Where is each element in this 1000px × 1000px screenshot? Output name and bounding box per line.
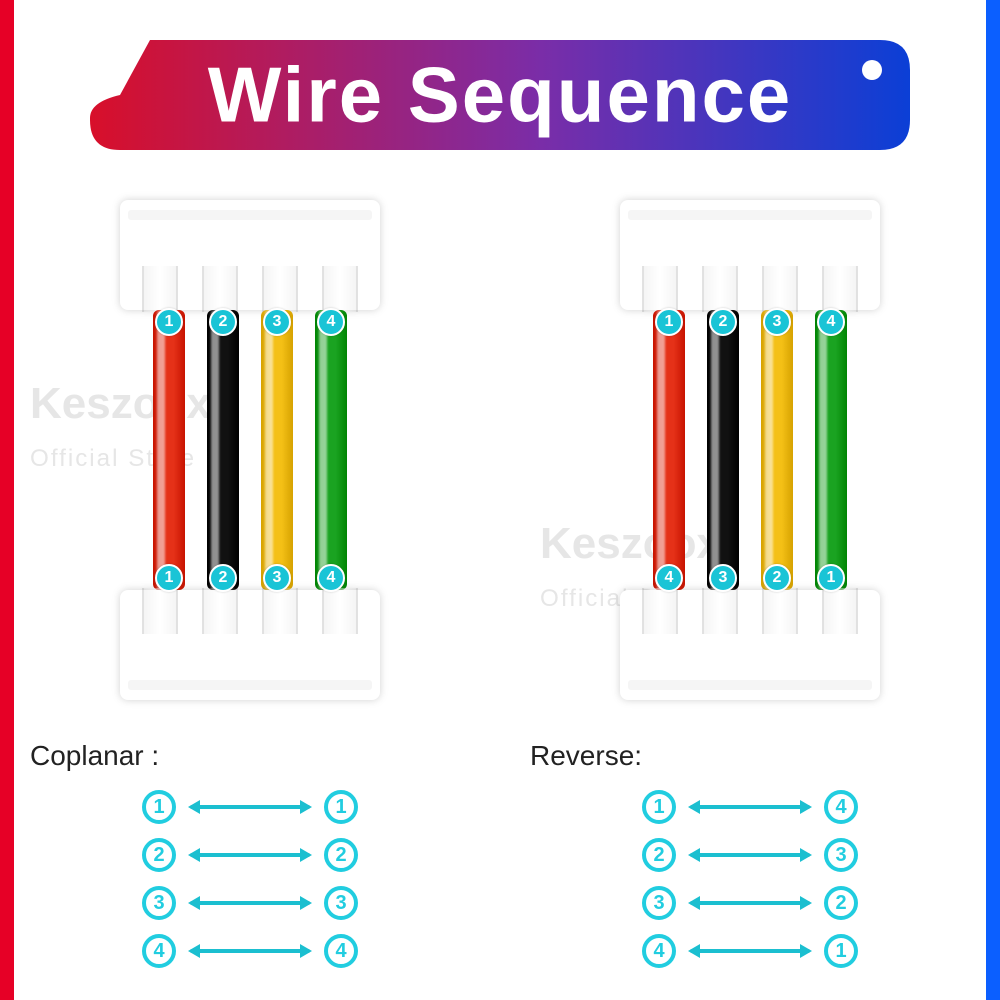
mapping-number: 4: [824, 790, 858, 824]
pin-badge: 1: [155, 308, 183, 336]
pin-badge: 1: [817, 564, 845, 592]
mapping-number: 1: [142, 790, 176, 824]
mapping-arrow: [690, 805, 810, 809]
mapping-row: 14: [642, 790, 858, 824]
wire: [653, 310, 685, 590]
sequence-label: Reverse:: [530, 740, 642, 772]
wire: [707, 310, 739, 590]
pin-row-bottom: 1234: [120, 564, 380, 592]
wire-bundle: 12344321: [620, 310, 880, 590]
mapping-arrow: [690, 949, 810, 953]
mapping-row: 11: [142, 790, 358, 824]
mapping-row: 23: [642, 838, 858, 872]
stage: Keszoox® Official Store 12341234Coplanar…: [0, 200, 1000, 1000]
mapping-arrow: [190, 805, 310, 809]
column-coplanar: Keszoox® Official Store 12341234Coplanar…: [0, 200, 500, 1000]
mapping-table: 14233241: [642, 790, 858, 968]
mapping-number: 3: [642, 886, 676, 920]
mapping-number: 2: [142, 838, 176, 872]
connector-housing-bottom: [620, 590, 880, 700]
mapping-number: 4: [324, 934, 358, 968]
wire: [761, 310, 793, 590]
pin-badge: 2: [709, 308, 737, 336]
mapping-arrow: [190, 949, 310, 953]
wire: [261, 310, 293, 590]
mapping-number: 1: [324, 790, 358, 824]
pin-badge: 2: [763, 564, 791, 592]
connector-assembly: 12344321: [620, 200, 880, 700]
mapping-table: 11223344: [142, 790, 358, 968]
mapping-number: 1: [642, 790, 676, 824]
pin-badge: 4: [817, 308, 845, 336]
mapping-number: 3: [142, 886, 176, 920]
pin-row-top: 1234: [120, 308, 380, 336]
pin-badge: 1: [155, 564, 183, 592]
mapping-number: 2: [824, 886, 858, 920]
pin-badge: 3: [263, 308, 291, 336]
mapping-number: 3: [824, 838, 858, 872]
pin-badge: 3: [763, 308, 791, 336]
connector-assembly: 12341234: [120, 200, 380, 700]
pin-badge: 3: [263, 564, 291, 592]
mapping-arrow: [690, 901, 810, 905]
banner-title: Wire Sequence: [208, 50, 793, 141]
pin-badge: 4: [317, 564, 345, 592]
mapping-number: 2: [324, 838, 358, 872]
pin-badge: 2: [209, 564, 237, 592]
mapping-row: 32: [642, 886, 858, 920]
pin-badge: 2: [209, 308, 237, 336]
mapping-row: 33: [142, 886, 358, 920]
banner-dot: [862, 60, 882, 80]
wire: [207, 310, 239, 590]
mapping-number: 4: [142, 934, 176, 968]
wire: [815, 310, 847, 590]
pin-row-top: 1234: [620, 308, 880, 336]
mapping-number: 2: [642, 838, 676, 872]
mapping-arrow: [190, 901, 310, 905]
pin-badge: 3: [709, 564, 737, 592]
mapping-number: 3: [324, 886, 358, 920]
pin-row-bottom: 4321: [620, 564, 880, 592]
connector-housing-top: [620, 200, 880, 310]
mapping-row: 22: [142, 838, 358, 872]
wire: [315, 310, 347, 590]
mapping-row: 41: [642, 934, 858, 968]
connector-housing-bottom: [120, 590, 380, 700]
pin-badge: 1: [655, 308, 683, 336]
wire: [153, 310, 185, 590]
page-frame: Wire Sequence Keszoox® Official Store 12…: [0, 0, 1000, 1000]
wire-bundle: 12341234: [120, 310, 380, 590]
mapping-row: 44: [142, 934, 358, 968]
column-reverse: Keszoox® Official Store 12344321Reverse:…: [500, 200, 1000, 1000]
mapping-number: 1: [824, 934, 858, 968]
mapping-arrow: [190, 853, 310, 857]
title-banner: Wire Sequence: [90, 40, 910, 150]
sequence-label: Coplanar :: [30, 740, 159, 772]
mapping-arrow: [690, 853, 810, 857]
pin-badge: 4: [317, 308, 345, 336]
pin-badge: 4: [655, 564, 683, 592]
connector-housing-top: [120, 200, 380, 310]
mapping-number: 4: [642, 934, 676, 968]
